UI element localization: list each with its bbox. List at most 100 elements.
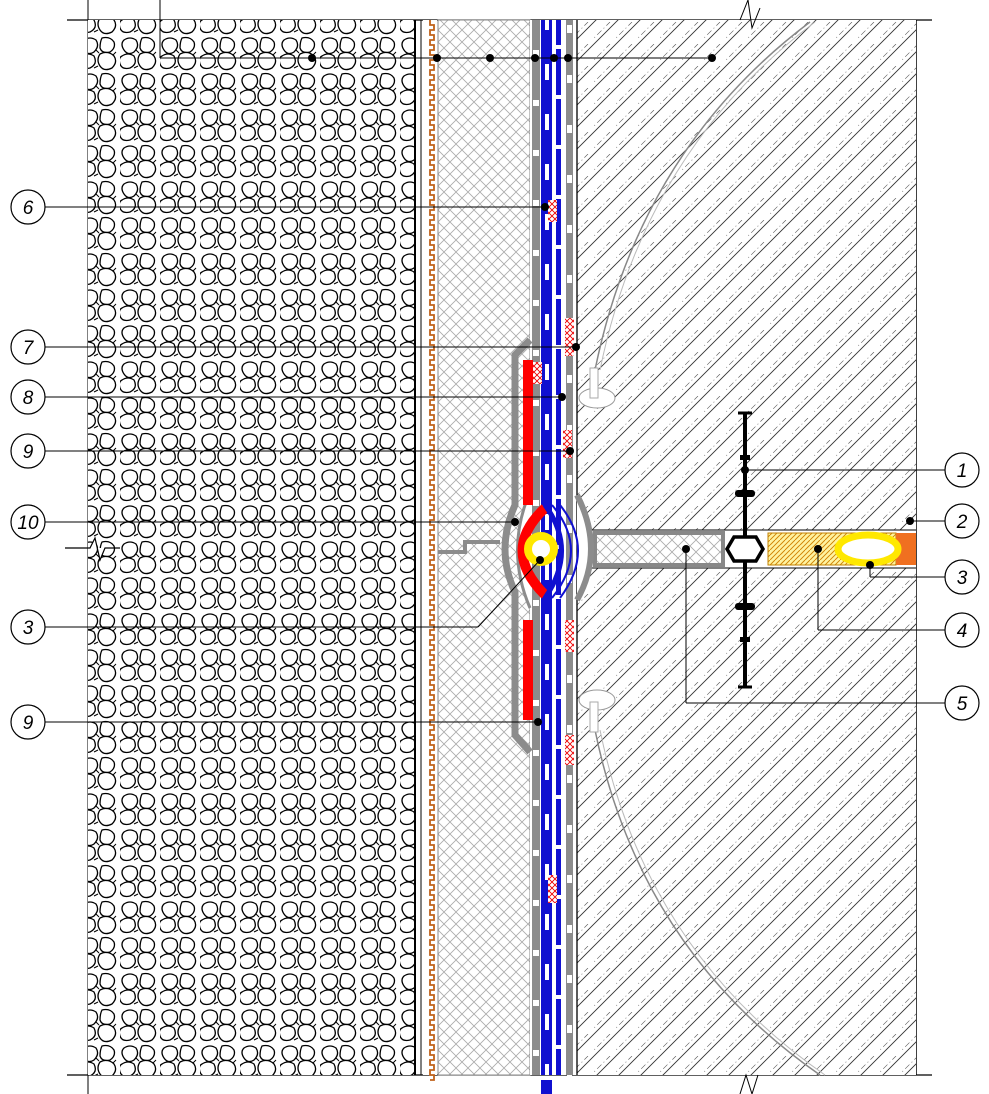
membrane-segment xyxy=(533,150,539,156)
membrane-segment xyxy=(533,400,539,406)
callout-label: 4 xyxy=(957,621,968,642)
membrane-segment xyxy=(556,445,561,449)
callout-right-2: 2 xyxy=(906,503,980,539)
callout-left-10: 10 xyxy=(10,504,519,540)
callout-label: 5 xyxy=(957,694,968,715)
fixing-arcs xyxy=(578,21,826,1076)
callout-left-9: 9 xyxy=(10,433,574,469)
membrane-segment xyxy=(533,250,539,256)
membrane-segment xyxy=(533,600,539,606)
membrane-segment xyxy=(567,75,572,83)
membrane-segment xyxy=(533,900,539,906)
membrane-segment xyxy=(541,1030,552,1064)
membrane-segment xyxy=(567,675,572,683)
membrane-segment xyxy=(556,945,561,949)
membrane-segment xyxy=(533,650,539,656)
joint-end-filler xyxy=(896,533,916,565)
callout-left-6: 6 xyxy=(10,189,549,225)
membrane-segment xyxy=(533,50,539,56)
callout-label: 3 xyxy=(23,618,34,639)
membrane-segment xyxy=(567,175,572,183)
waterstop-oval xyxy=(834,531,902,567)
membrane-segment xyxy=(567,775,572,783)
membrane-segment xyxy=(556,995,561,999)
membrane-segment xyxy=(556,145,561,149)
membrane-segment xyxy=(556,895,561,899)
callout-label: 6 xyxy=(23,198,34,219)
membrane-segment xyxy=(541,630,552,664)
membrane-segment xyxy=(541,280,552,314)
membrane-segment xyxy=(556,645,561,649)
membrane-segment xyxy=(533,850,539,856)
membrane-segment xyxy=(567,475,572,483)
callout-label: 2 xyxy=(956,512,968,533)
membrane-segment xyxy=(567,875,572,883)
membrane-segment xyxy=(567,25,572,33)
callout-left-7: 7 xyxy=(10,329,580,365)
membrane-segment xyxy=(541,430,552,464)
membrane-segment xyxy=(541,930,552,964)
membrane-segment xyxy=(567,425,572,433)
membrane-segment xyxy=(567,725,572,733)
membrane-segment xyxy=(567,1025,572,1033)
break-mark-top xyxy=(739,0,761,30)
membrane-segment xyxy=(541,230,552,264)
membrane-bulge xyxy=(438,200,594,903)
membrane-segment xyxy=(567,575,572,583)
membrane-segment xyxy=(533,800,539,806)
callout-label: 8 xyxy=(23,388,34,409)
membrane-segment xyxy=(533,1050,539,1056)
break-mark-bottom xyxy=(739,1073,759,1094)
membrane-segment xyxy=(567,1075,572,1083)
membrane-segment xyxy=(556,795,561,799)
membrane-segment xyxy=(533,300,539,306)
top-leader xyxy=(159,0,716,62)
membrane-segment xyxy=(567,825,572,833)
membrane-segment xyxy=(541,680,552,714)
protective-layer xyxy=(423,20,437,1081)
membrane-segment xyxy=(567,525,572,533)
callout-label: 3 xyxy=(957,568,968,589)
membrane-segment xyxy=(567,975,572,983)
membrane-segment xyxy=(533,500,539,506)
membrane-segment xyxy=(533,450,539,456)
membrane-segment xyxy=(556,95,561,99)
membrane-segment xyxy=(541,880,552,914)
membrane-segment xyxy=(556,545,561,549)
callouts: 6 7 8 9 10 3 9 1 2 3 4 5 xyxy=(10,189,980,740)
callout-left-8: 8 xyxy=(10,379,566,415)
callout-left-3: 3 xyxy=(10,556,544,645)
membrane-segment xyxy=(541,780,552,814)
membrane-segment xyxy=(556,695,561,699)
membrane-segment xyxy=(533,200,539,206)
membrane-segment xyxy=(567,925,572,933)
gravel-fill xyxy=(88,20,415,1075)
membrane-segment xyxy=(556,845,561,849)
callout-label: 7 xyxy=(23,338,35,359)
membrane-segment xyxy=(541,480,552,514)
callout-left-9: 9 xyxy=(10,704,542,740)
membrane-segment xyxy=(541,180,552,214)
callout-label: 9 xyxy=(23,713,34,734)
membrane-segment xyxy=(567,275,572,283)
insulation-board xyxy=(437,19,531,1076)
joint-filler-board xyxy=(593,531,725,567)
membrane-segment xyxy=(556,45,561,49)
callout-label: 10 xyxy=(17,513,39,534)
membrane-segment xyxy=(567,125,572,133)
membrane-segment xyxy=(556,495,561,499)
membrane-segment xyxy=(533,1000,539,1006)
membrane-segment xyxy=(541,130,552,164)
membrane-segment xyxy=(541,980,552,1014)
membrane-segment xyxy=(541,1080,552,1094)
callout-right-3: 3 xyxy=(866,559,980,595)
membrane-segment xyxy=(567,225,572,233)
waterstop-anchor xyxy=(724,411,766,689)
membrane-segment xyxy=(541,30,552,64)
callout-right-4: 4 xyxy=(814,545,980,648)
membrane-segment xyxy=(556,1045,561,1049)
break-symbol-left xyxy=(65,536,120,562)
callout-right-5: 5 xyxy=(682,545,980,721)
membrane-segment xyxy=(556,295,561,299)
